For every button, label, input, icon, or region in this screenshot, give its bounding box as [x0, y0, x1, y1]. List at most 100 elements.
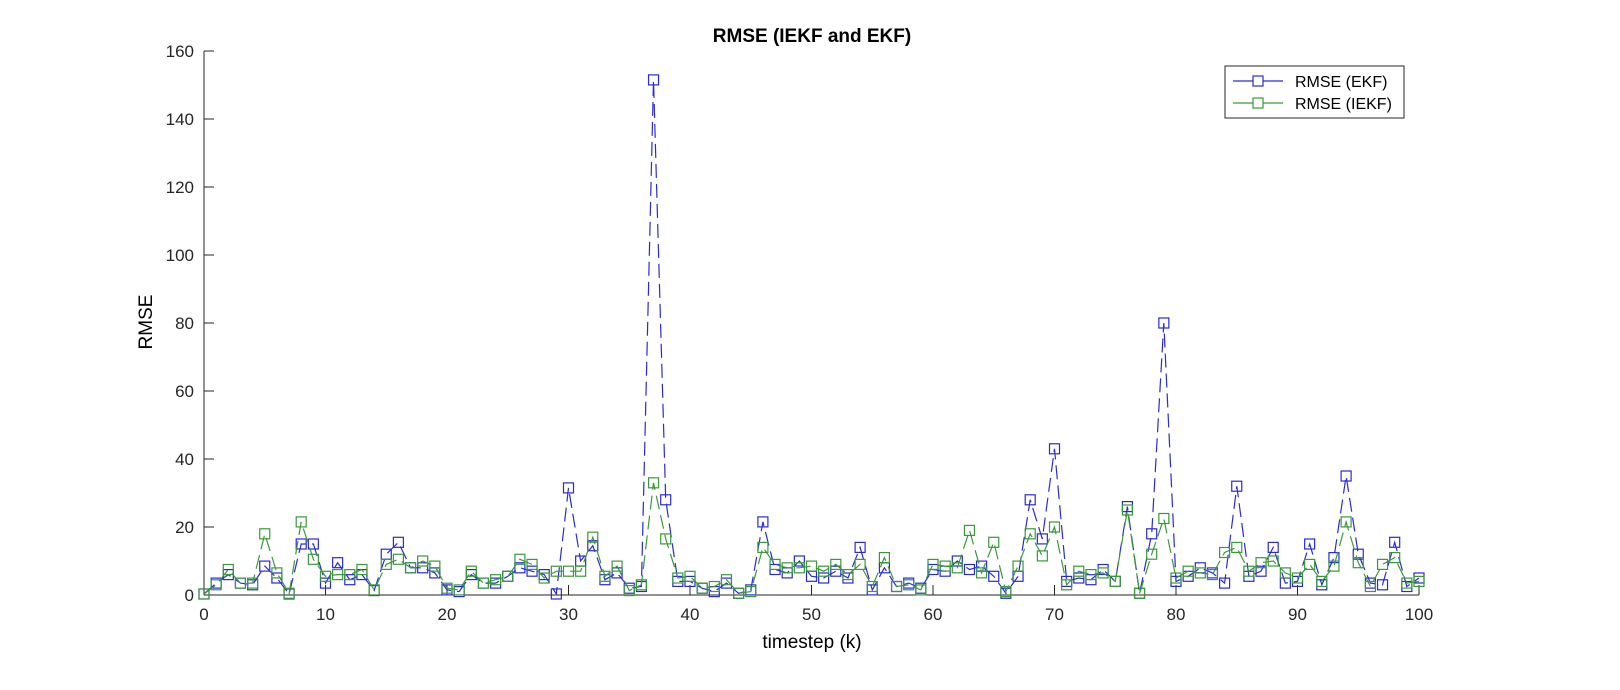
x-tick-label: 60	[924, 605, 943, 624]
data-point	[1389, 536, 1401, 548]
data-point	[818, 572, 830, 584]
x-tick-label: 10	[316, 605, 335, 624]
y-tick-label: 20	[175, 518, 194, 537]
y-tick-label: 120	[166, 178, 194, 197]
data-point	[562, 482, 575, 494]
data-point	[538, 572, 550, 584]
data-point	[975, 567, 988, 579]
data-point	[1133, 587, 1146, 599]
data-point	[988, 536, 1000, 548]
data-point	[307, 553, 319, 565]
x-tick-label: 70	[1045, 605, 1064, 624]
y-tick-label: 60	[175, 382, 194, 401]
data-point	[1364, 580, 1377, 593]
data-point	[319, 570, 332, 582]
series-line	[203, 482, 1420, 596]
x-tick-label: 30	[559, 605, 578, 624]
y-axis-label: RMSE	[136, 295, 157, 350]
data-point	[854, 541, 866, 554]
data-point	[878, 551, 891, 564]
data-point	[1158, 512, 1170, 525]
y-tick-label: 140	[166, 110, 194, 129]
data-point	[259, 528, 271, 540]
data-point	[587, 531, 599, 543]
data-point	[1170, 572, 1182, 584]
legend-marker	[1252, 75, 1264, 87]
data-point	[514, 553, 526, 565]
x-tick-label: 0	[199, 605, 208, 624]
data-point	[1376, 558, 1389, 571]
data-point	[490, 574, 502, 586]
chart-title: RMSE (IEKF and EKF)	[713, 26, 911, 47]
data-point	[575, 565, 587, 577]
data-point	[757, 541, 769, 554]
data-point	[757, 516, 769, 528]
data-point	[696, 582, 708, 594]
y-tick-label: 40	[175, 450, 194, 469]
data-point	[708, 580, 720, 593]
data-point	[429, 560, 441, 572]
data-point	[1000, 585, 1012, 598]
data-point	[1158, 317, 1170, 329]
data-point	[793, 555, 805, 567]
data-point	[1036, 533, 1048, 545]
data-point	[247, 577, 259, 589]
y-tick-label: 100	[166, 246, 194, 265]
data-point	[550, 588, 562, 600]
data-point	[295, 538, 307, 550]
data-point	[1146, 528, 1158, 540]
data-point	[356, 563, 368, 576]
data-point	[210, 579, 222, 591]
data-point	[1085, 568, 1097, 581]
data-point	[1097, 567, 1109, 579]
data-point	[1146, 548, 1158, 560]
x-axis-label: timestep (k)	[762, 632, 861, 653]
data-point	[647, 74, 660, 86]
data-point	[198, 588, 210, 600]
data-point	[1328, 551, 1340, 564]
data-point	[514, 562, 526, 574]
data-point	[988, 570, 1000, 582]
data-point	[1206, 568, 1219, 581]
data-point	[259, 560, 271, 572]
data-point	[1048, 521, 1061, 533]
data-point	[550, 565, 562, 577]
y-tick-label: 160	[166, 42, 194, 61]
data-point	[927, 558, 939, 571]
data-point	[1304, 538, 1316, 550]
legend-marker	[1252, 97, 1264, 109]
data-point	[890, 580, 903, 593]
data-point	[854, 558, 866, 571]
axes-layer: 0 10 20 30 40 50 60 70 80 90 100 0 20 40 60 80 100 120 140…	[166, 42, 1434, 624]
data-point	[368, 584, 380, 596]
legend: RMSE (EKF) RMSE (IEKF)	[1224, 65, 1405, 119]
data-point	[295, 516, 307, 528]
data-point	[830, 558, 842, 571]
data-point	[1218, 577, 1231, 589]
data-point	[769, 558, 781, 571]
data-point	[1048, 443, 1061, 455]
data-point	[1340, 516, 1352, 528]
x-tick-label: 40	[681, 605, 700, 624]
data-point	[234, 577, 247, 589]
data-point	[417, 562, 429, 574]
data-point	[599, 570, 611, 582]
data-point	[611, 567, 623, 579]
data-point	[1255, 557, 1267, 569]
data-point	[805, 560, 818, 572]
data-point	[465, 565, 477, 577]
data-point	[1024, 494, 1036, 506]
data-point	[1340, 470, 1352, 482]
data-point	[1073, 565, 1085, 577]
data-point	[1024, 528, 1036, 540]
data-point	[793, 562, 805, 574]
data-point	[526, 565, 538, 577]
data-point	[1182, 565, 1194, 577]
data-point	[319, 577, 332, 589]
data-point	[939, 560, 951, 572]
data-point	[647, 477, 660, 489]
data-point	[477, 577, 490, 589]
data-point	[417, 555, 429, 567]
data-point	[1255, 565, 1267, 577]
